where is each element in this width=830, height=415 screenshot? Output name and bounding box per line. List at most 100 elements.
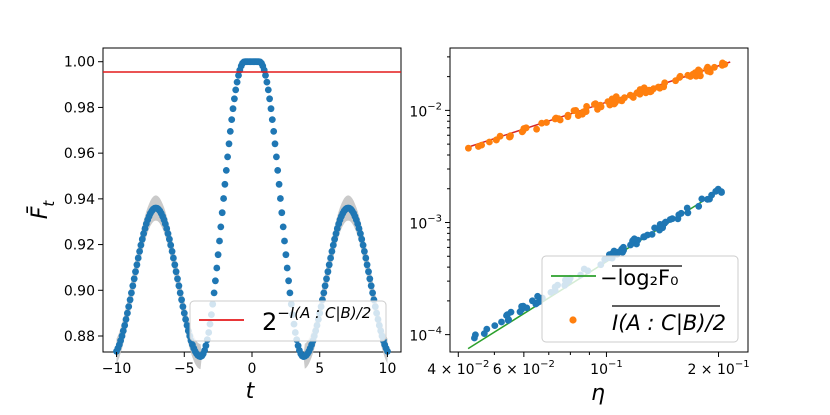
left-data-point <box>357 230 364 238</box>
right-data-point <box>594 105 601 113</box>
right-data-point <box>631 235 638 243</box>
left-data-point <box>164 230 172 238</box>
left-y-ticks: 0.88 0.90 0.92 0.94 0.96 0.98 1.00 <box>64 55 103 345</box>
right-data-point <box>627 241 634 249</box>
left-data-point <box>270 127 278 135</box>
left-data-point <box>222 167 230 174</box>
left-data-point <box>267 105 275 113</box>
left-legend-box <box>189 300 387 342</box>
left-x-tick-label: 5 <box>315 361 324 377</box>
left-data-point <box>132 268 139 276</box>
right-x-tick-label-base: 2 × 10 <box>687 362 734 378</box>
right-x-tick-label-exp: −2 <box>475 359 490 370</box>
right-x-tick-label: 6 × 10−2 <box>493 359 555 378</box>
left-legend: 2−I(A : C|B)/2 <box>189 300 387 342</box>
left-data-point <box>273 153 280 161</box>
left-data-point <box>226 127 234 135</box>
right-data-point <box>696 67 704 75</box>
right-data-point <box>483 325 491 333</box>
left-y-axis-label: F̄t <box>27 200 58 220</box>
left-data-point <box>229 105 237 113</box>
right-data-point <box>668 215 676 223</box>
left-data-point <box>328 248 336 255</box>
right-x-tick-label: 10−1 <box>590 359 623 378</box>
left-data-point <box>365 268 372 276</box>
left-data-point <box>359 241 367 249</box>
left-data-point <box>168 248 176 255</box>
left-data-point <box>363 261 371 269</box>
right-data-point <box>683 204 691 212</box>
left-data-point <box>180 309 188 317</box>
left-data-point <box>138 235 146 243</box>
right-x-tick-label: 4 × 10−2 <box>427 359 489 378</box>
right-data-point <box>610 247 618 255</box>
left-data-point <box>175 282 183 290</box>
right-data-point <box>507 132 514 140</box>
left-data-point <box>278 209 286 217</box>
left-y-tick-label: 1.00 <box>64 55 95 71</box>
left-data-point <box>218 209 226 217</box>
right-y-tick-label-base: 10 <box>409 329 427 345</box>
right-data-point <box>689 70 697 78</box>
left-data-point <box>166 235 173 243</box>
right-data-point <box>661 79 669 87</box>
left-y-axis-label-text: F̄ <box>27 206 53 219</box>
right-data-point <box>486 138 493 146</box>
right-data-point <box>472 331 479 339</box>
right-data-point <box>719 59 726 67</box>
left-data-point <box>171 261 179 269</box>
left-data-point <box>129 282 137 290</box>
left-data-point <box>214 251 222 259</box>
left-data-point <box>121 322 129 329</box>
right-data-point <box>538 119 546 127</box>
right-data-point <box>718 188 725 196</box>
left-data-point <box>118 332 126 340</box>
right-data-point <box>518 128 526 136</box>
right-data-point <box>636 86 644 93</box>
right-legend-dot-swatch <box>569 316 577 324</box>
right-data-point <box>564 111 572 119</box>
right-data-point <box>675 211 683 219</box>
left-y-tick-label: 0.98 <box>64 100 95 116</box>
left-x-tick-label: 10 <box>379 361 397 377</box>
right-data-point <box>610 100 618 108</box>
left-data-point <box>174 275 181 283</box>
right-data-point <box>591 100 598 108</box>
left-data-point <box>325 261 333 269</box>
left-data-point <box>367 282 375 290</box>
left-data-point <box>178 296 186 304</box>
right-data-point <box>604 98 612 105</box>
left-data-point <box>268 116 276 123</box>
right-data-point <box>570 107 578 115</box>
left-data-point <box>271 140 279 148</box>
right-data-point <box>704 195 711 203</box>
right-data-point <box>708 191 715 199</box>
right-data-point <box>492 136 500 144</box>
left-y-tick-label: 0.88 <box>64 329 95 345</box>
right-x-tick-label-exp: −1 <box>735 359 750 370</box>
left-y-tick-label: 0.96 <box>64 146 95 162</box>
left-data-point <box>384 347 391 355</box>
right-data-point <box>465 144 472 152</box>
left-data-point <box>277 195 284 202</box>
left-data-point <box>321 282 329 290</box>
right-data-point <box>579 108 587 116</box>
left-data-point <box>136 248 144 255</box>
left-data-point <box>127 289 135 297</box>
left-data-point <box>126 296 134 304</box>
left-data-point <box>266 95 273 103</box>
right-data-point <box>583 103 590 110</box>
left-data-point <box>119 327 127 335</box>
left-data-point <box>366 275 374 283</box>
right-data-point <box>704 67 712 75</box>
right-x-tick-label-base: 10 <box>590 362 608 378</box>
right-y-tick-label: 10−2 <box>409 101 442 120</box>
left-y-axis-label-sub: t <box>40 200 58 207</box>
right-legend-label-2: I(A : C|B)/2 <box>612 311 726 336</box>
left-data-point <box>163 225 171 232</box>
left-legend-label: 2−I(A : C|B)/2 <box>262 304 371 336</box>
left-x-tick-label: −10 <box>102 361 132 377</box>
right-data-point <box>695 202 703 210</box>
left-data-point <box>170 254 177 262</box>
right-data-point <box>555 115 563 122</box>
